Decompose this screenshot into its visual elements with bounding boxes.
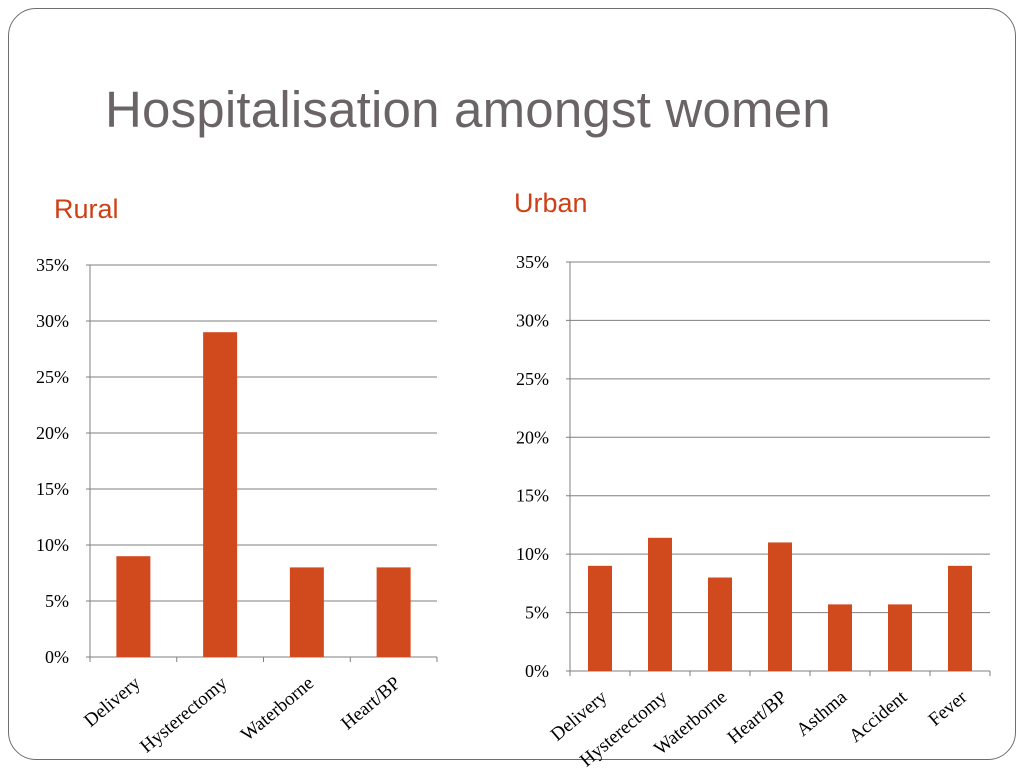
page-title: Hospitalisation amongst women bbox=[105, 81, 831, 138]
urban-category-label: Asthma bbox=[792, 686, 851, 740]
urban-category-label: Heart/BP bbox=[724, 687, 792, 749]
rural-chart-title: Rural bbox=[54, 194, 119, 224]
urban-category-label: Fever bbox=[925, 686, 972, 730]
slide-frame bbox=[8, 8, 1016, 760]
urban-bar-waterborne bbox=[708, 577, 732, 671]
rural-y-tick-label: 15% bbox=[36, 479, 69, 499]
urban-y-tick-label: 35% bbox=[516, 252, 549, 272]
urban-y-tick-label: 10% bbox=[516, 544, 549, 564]
urban-bar-hysterectomy bbox=[648, 537, 672, 671]
urban-bar-heart-bp bbox=[768, 542, 792, 671]
rural-y-tick-label: 0% bbox=[45, 647, 69, 667]
rural-bar-heart-bp bbox=[376, 567, 411, 657]
urban-bar-asthma bbox=[828, 604, 852, 671]
rural-y-tick-label: 20% bbox=[36, 423, 69, 443]
rural-y-tick-label: 10% bbox=[36, 535, 69, 555]
urban-bar-accident bbox=[888, 604, 912, 671]
urban-y-tick-label: 25% bbox=[516, 369, 549, 389]
rural-y-tick-label: 5% bbox=[45, 591, 69, 611]
rural-bar-hysterectomy bbox=[203, 332, 238, 657]
urban-bar-fever bbox=[948, 565, 972, 671]
urban-y-tick-label: 20% bbox=[516, 427, 549, 447]
rural-bar-delivery bbox=[116, 556, 151, 657]
rural-y-tick-label: 35% bbox=[36, 255, 69, 275]
urban-bar-delivery bbox=[588, 565, 612, 671]
urban-y-tick-label: 15% bbox=[516, 486, 549, 506]
rural-y-tick-label: 30% bbox=[36, 311, 69, 331]
urban-category-label: Accident bbox=[845, 686, 912, 747]
urban-y-tick-label: 0% bbox=[525, 661, 549, 681]
urban-y-tick-label: 5% bbox=[525, 603, 549, 623]
rural-y-tick-label: 25% bbox=[36, 367, 69, 387]
urban-y-tick-label: 30% bbox=[516, 310, 549, 330]
rural-bar-waterborne bbox=[289, 567, 324, 657]
urban-chart-title: Urban bbox=[514, 188, 588, 218]
